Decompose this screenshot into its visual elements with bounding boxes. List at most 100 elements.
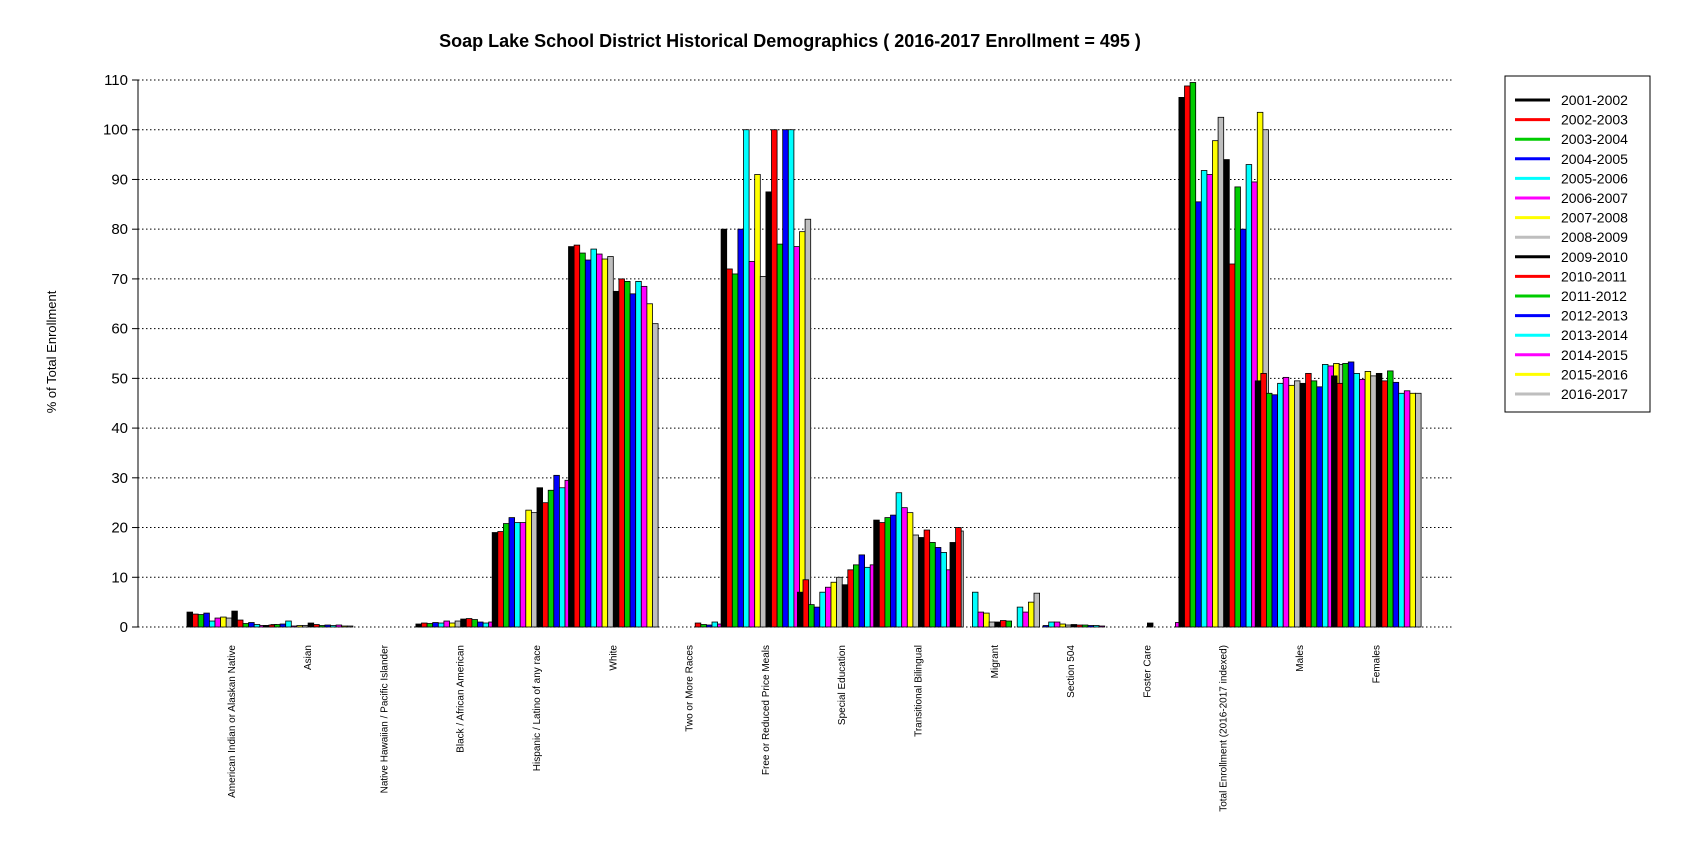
bar [890,514,897,628]
bar [972,591,979,628]
bar [1271,394,1278,628]
bar [652,323,659,628]
legend-label: 2003-2004 [1561,131,1628,147]
bar [1000,620,1007,628]
bar [1316,386,1323,628]
bar [519,522,527,628]
bar [700,624,707,628]
legend-label: 2008-2009 [1561,229,1628,245]
bar [465,618,473,628]
bar [782,129,789,628]
bar [994,621,1001,628]
legend-label: 2005-2006 [1561,170,1628,186]
bar [449,622,456,628]
bar [929,542,936,628]
bar [1260,372,1267,628]
x-category-label: Section 504 [1066,645,1077,698]
x-category-label: Foster Care [1142,645,1153,698]
bar [1033,592,1040,628]
legend-label: 2016-2017 [1561,386,1628,402]
bar [1331,375,1338,628]
bar [1059,623,1066,628]
bar [1245,164,1253,628]
bar [335,624,343,628]
x-category-label: Males [1295,645,1306,672]
bar [1228,263,1236,628]
bar [1016,606,1024,628]
bar [1375,372,1383,628]
bar [1387,370,1394,628]
bar [302,625,309,628]
bar [242,623,249,628]
x-category-label: Transitional Bilingual [914,645,925,737]
bar [1336,382,1344,628]
bar [253,624,261,628]
bar [754,174,761,628]
bar [296,625,303,628]
bar [934,547,942,628]
bar [324,624,331,628]
bar [568,246,575,628]
bar [1081,624,1089,628]
legend-label: 2009-2010 [1561,249,1628,265]
bar [471,619,478,628]
bar [285,620,292,628]
bar [1254,380,1262,628]
legend-label: 2015-2016 [1561,366,1628,382]
legend-label: 2011-2012 [1561,288,1627,304]
bar [236,619,244,628]
bar [1184,85,1191,628]
bar [220,616,227,628]
bar [923,529,931,628]
legend-label: 2001-2002 [1561,92,1628,108]
bar [542,502,549,628]
bar [1294,380,1301,628]
y-tick-label: 0 [120,619,128,636]
bar [988,621,996,628]
bar [819,591,826,628]
bar [531,512,538,628]
bar [1065,624,1072,628]
bar [279,623,287,628]
bar [1212,140,1219,628]
bar [313,624,320,628]
bar [977,611,984,628]
y-tick-label: 40 [111,420,128,437]
bar [1310,380,1318,628]
y-tick-label: 100 [103,122,128,139]
bar [793,246,800,628]
bar [771,129,778,628]
bar [262,625,270,628]
bar [1364,371,1372,628]
bar [1093,625,1100,628]
bar [346,625,354,628]
bar [584,259,592,628]
bar [853,564,860,628]
bar [341,625,348,628]
bar [635,280,642,628]
bar [873,519,880,628]
bar [290,625,298,628]
bar [1398,392,1405,628]
x-category-labels: American Indian or Alaskan Native Asian Na… [227,644,1383,811]
bar [901,507,908,628]
y-tick-label: 90 [111,171,128,188]
bar [1266,392,1273,628]
bar [573,244,581,628]
bar [694,622,702,628]
x-category-label: Special Education [837,645,848,725]
bars [186,82,1422,628]
legend-label: 2006-2007 [1561,190,1628,206]
bar [825,586,832,628]
bar [214,617,221,628]
x-category-label: Migrant [990,645,1001,679]
bar [1028,601,1035,628]
bar [1147,622,1154,628]
bar [415,623,422,628]
bar [629,293,637,628]
bar [808,604,815,628]
bar [864,566,871,628]
bar [186,611,193,628]
x-category-label: Asian [303,645,314,670]
